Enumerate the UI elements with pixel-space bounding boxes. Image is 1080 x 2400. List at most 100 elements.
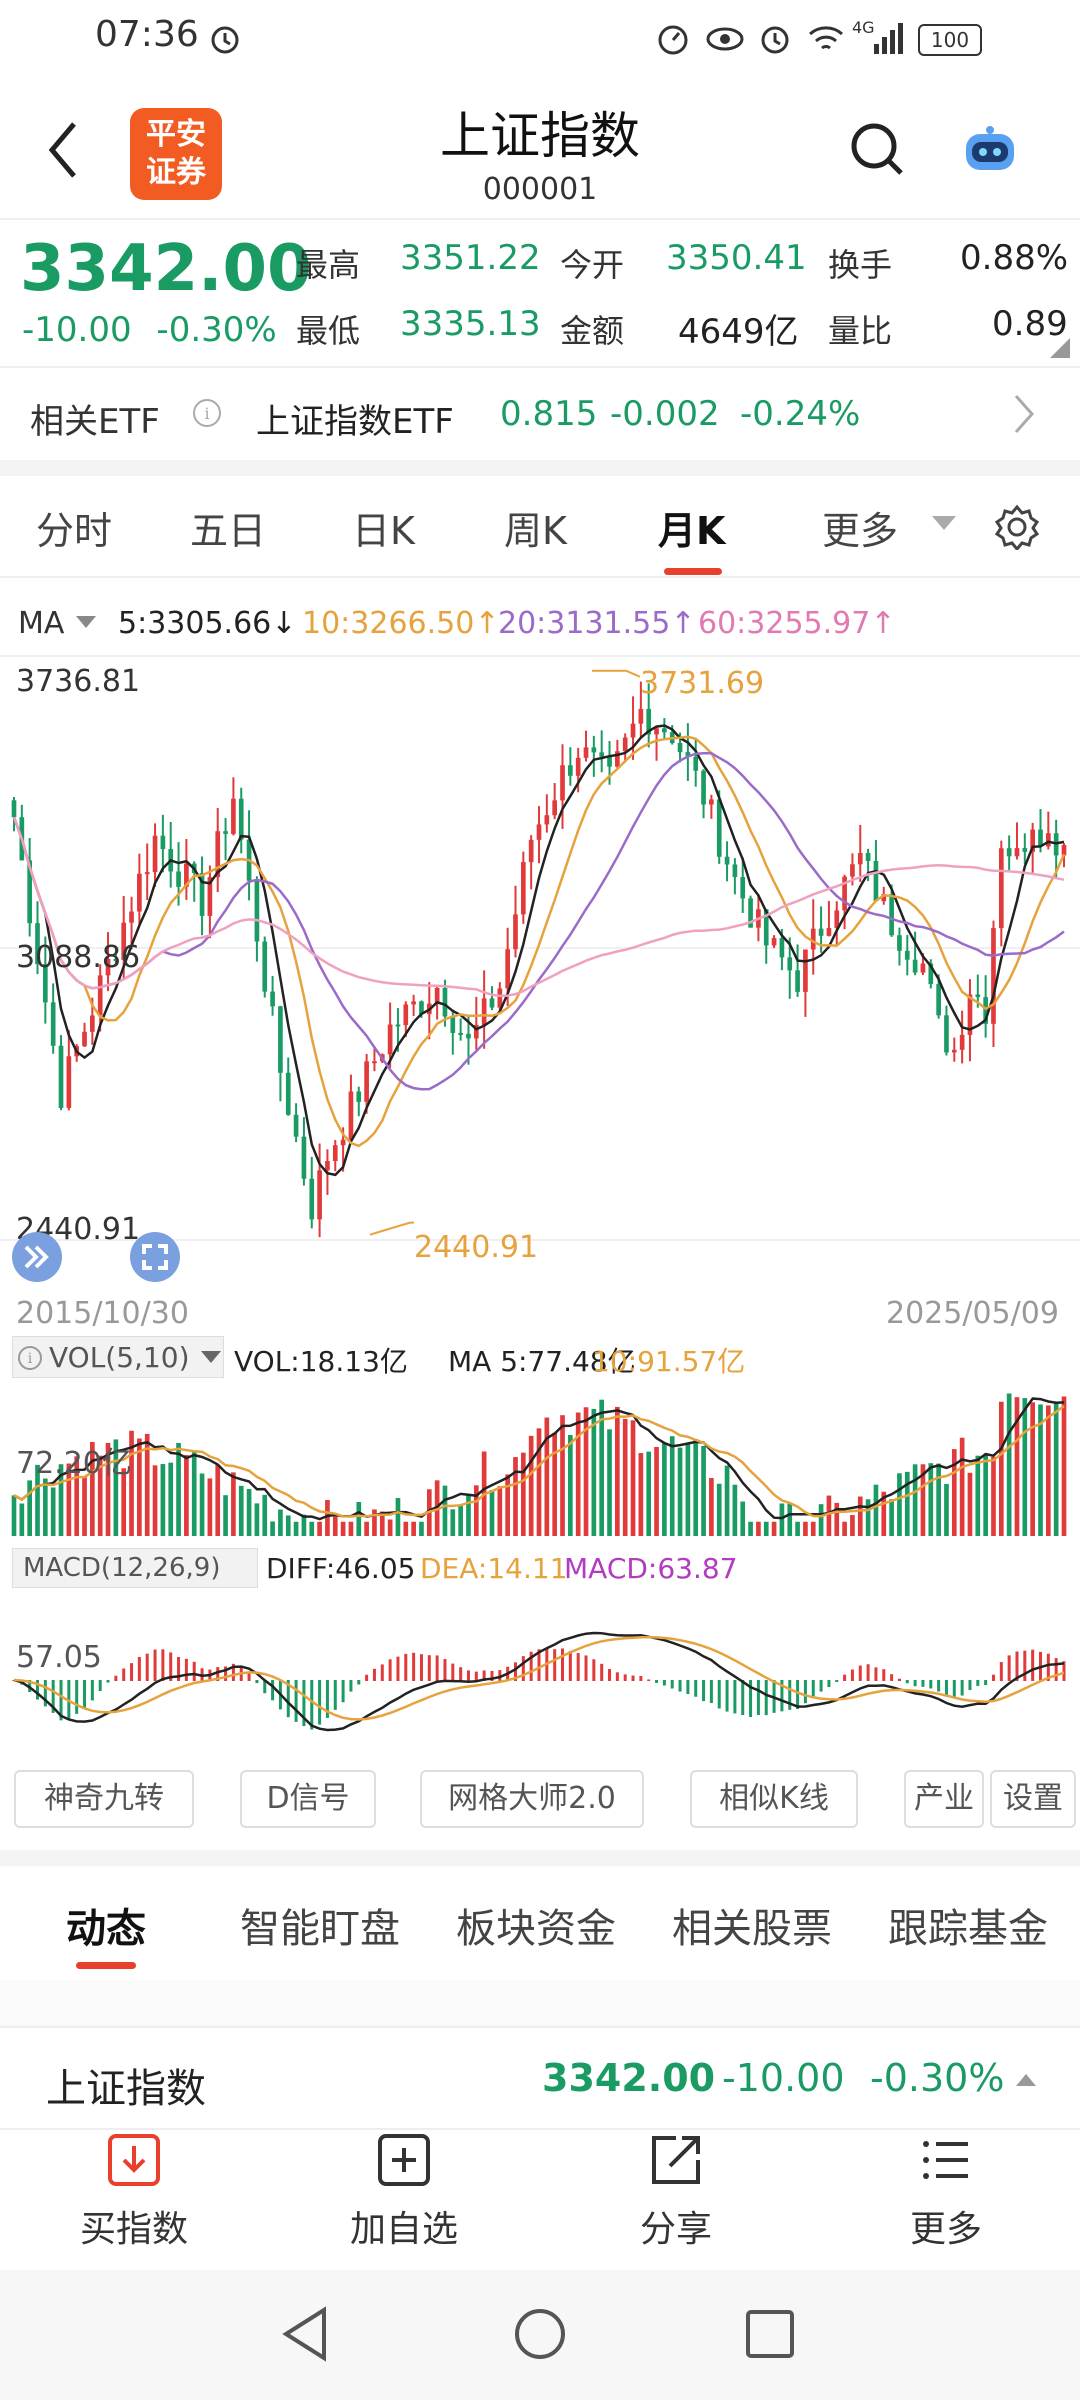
chip-d-signal[interactable]: D信号 <box>240 1770 376 1828</box>
open-label: 今开 <box>560 246 625 284</box>
macd-bar <box>43 1680 47 1707</box>
tab-related-stocks[interactable]: 相关股票 <box>672 1906 832 1952</box>
nav-buy-index[interactable]: 买指数 <box>54 2130 214 2252</box>
candle-body <box>881 894 887 902</box>
volume-bar <box>466 1493 471 1536</box>
candle-body <box>1045 833 1051 847</box>
nav-back-icon[interactable] <box>280 2306 330 2362</box>
volume-bar <box>340 1521 346 1536</box>
candle-body <box>419 1001 424 1015</box>
macd-bar <box>866 1664 870 1681</box>
expand-corner-icon[interactable] <box>1050 338 1070 358</box>
candle-body <box>607 756 612 767</box>
nav-home-icon[interactable] <box>512 2306 568 2362</box>
tab-daily-k[interactable]: 日K <box>352 509 415 553</box>
volume-bar <box>928 1463 934 1536</box>
macd-diff: DIFF:46.05 <box>266 1552 416 1585</box>
candle-body <box>779 938 785 958</box>
candle-body <box>991 928 996 1024</box>
info-icon[interactable]: i <box>192 398 222 428</box>
volume-bar <box>544 1417 550 1536</box>
tab-intraday[interactable]: 分时 <box>36 509 113 553</box>
macd-bar <box>419 1654 423 1681</box>
system-nav-bar <box>0 2270 1080 2400</box>
tab-monthly-k[interactable]: 月K <box>658 509 726 553</box>
macd-bar <box>192 1661 196 1681</box>
tab-weekly-k[interactable]: 周K <box>504 509 567 553</box>
bottom-change: -10.00 <box>722 2056 845 2100</box>
candle-body <box>466 1033 471 1039</box>
chip-industry[interactable]: 产业 <box>904 1770 984 1828</box>
nav-add-label: 加自选 <box>349 2209 458 2250</box>
volume-bar <box>372 1509 377 1536</box>
eye-icon <box>706 27 744 51</box>
tab-more[interactable]: 更多 <box>822 509 899 553</box>
ma5-value: 5:3305.66↓ <box>118 606 297 641</box>
fast-forward-button[interactable] <box>12 1232 62 1282</box>
robot-assistant-icon[interactable] <box>960 124 1020 176</box>
candlestick-chart[interactable] <box>0 650 1080 1270</box>
tab-tracking-funds[interactable]: 跟踪基金 <box>888 1906 1048 1952</box>
candle-body <box>685 752 691 757</box>
ma-selector[interactable]: MA <box>18 606 65 641</box>
candle-body <box>176 871 181 887</box>
candle-body <box>740 877 746 899</box>
nav-share[interactable]: 分享 <box>596 2130 756 2252</box>
related-etf-row[interactable]: 相关ETF i 上证指数ETF 0.815 -0.002 -0.24% <box>0 368 1080 460</box>
macd-selector[interactable]: MACD(12,26,9) <box>12 1548 258 1588</box>
page-title: 上证指数 <box>440 107 640 165</box>
settings-gear-icon[interactable] <box>994 504 1040 550</box>
candle-body <box>505 949 510 989</box>
macd-bar <box>662 1680 666 1686</box>
volume-chart[interactable] <box>0 1380 1080 1540</box>
chevron-right-icon[interactable] <box>1012 392 1036 436</box>
nav-add-watchlist[interactable]: 加自选 <box>324 2130 484 2252</box>
tab-news[interactable]: 动态 <box>66 1906 146 1952</box>
tab-sector-funds[interactable]: 板块资金 <box>456 1906 616 1952</box>
nav-more[interactable]: 更多 <box>866 2130 1026 2252</box>
dropdown-arrow-icon[interactable] <box>932 516 956 532</box>
chip-magic-nine[interactable]: 神奇九转 <box>14 1770 194 1828</box>
volume-bar <box>364 1521 369 1536</box>
volume-bar <box>348 1521 354 1536</box>
bottom-quote-row[interactable]: 上证指数 3342.00 -10.00 -0.30% <box>0 2028 1080 2128</box>
candle-body <box>1030 829 1035 852</box>
dropdown-arrow-icon <box>201 1351 221 1363</box>
start-date: 2015/10/30 <box>16 1296 189 1331</box>
macd-dea: DEA:14.11 <box>420 1552 568 1585</box>
chip-grid-master[interactable]: 网格大师2.0 <box>420 1770 644 1828</box>
macd-chart[interactable] <box>0 1590 1080 1750</box>
volume-bar <box>262 1494 268 1536</box>
back-icon[interactable] <box>44 118 84 182</box>
tab-smart-watch[interactable]: 智能盯盘 <box>240 1906 400 1952</box>
chip-similar-k[interactable]: 相似K线 <box>690 1770 858 1828</box>
macd-bar <box>568 1650 572 1681</box>
divider <box>0 2026 1080 2028</box>
vol-selector[interactable]: i VOL(5,10) <box>12 1336 224 1378</box>
volume-bar <box>536 1428 542 1536</box>
chip-settings[interactable]: 设置 <box>990 1770 1076 1828</box>
macd-bar <box>318 1680 322 1725</box>
nav-recents-icon[interactable] <box>744 2308 796 2360</box>
volume-bar <box>144 1433 150 1536</box>
macd-bar <box>780 1680 784 1712</box>
search-icon[interactable] <box>848 120 904 180</box>
ma-dropdown-icon[interactable] <box>76 616 96 630</box>
volume-bar <box>176 1443 181 1536</box>
volume-bar <box>11 1495 17 1536</box>
volume-bar <box>865 1499 871 1536</box>
candle-body <box>66 1056 72 1108</box>
volume-bar <box>505 1474 510 1536</box>
fullscreen-button[interactable] <box>130 1232 180 1282</box>
volume-bar <box>168 1462 174 1536</box>
ma20-value: 20:3131.55↑ <box>498 606 696 641</box>
volume-bar <box>1045 1405 1051 1536</box>
candle-body <box>356 1091 362 1102</box>
tab-five-day[interactable]: 五日 <box>190 509 267 553</box>
volume-bar <box>215 1464 221 1536</box>
candle-body <box>599 752 605 757</box>
volume-bar <box>74 1456 80 1536</box>
volume-bar <box>810 1521 816 1536</box>
macd-bar <box>913 1680 917 1687</box>
caret-up-icon[interactable] <box>1016 2072 1036 2086</box>
